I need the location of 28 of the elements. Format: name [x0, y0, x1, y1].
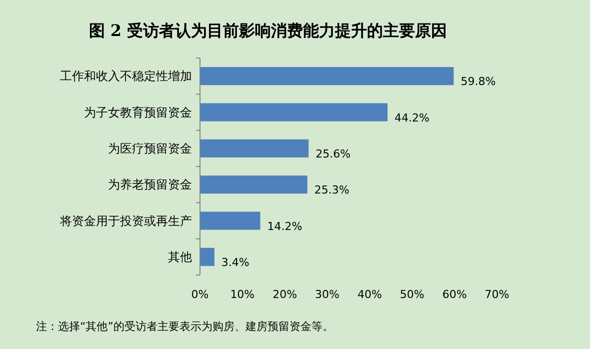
data-label: 3.4% [221, 256, 250, 269]
data-label: 44.2% [394, 111, 430, 124]
chart-title: 图 2 受访者认为目前影响消费能力提升的主要原因 [88, 21, 448, 40]
y-tick-label: 为子女教育预留资金 [84, 105, 192, 120]
bar [200, 176, 308, 194]
bar [200, 103, 388, 122]
bar [200, 248, 214, 266]
x-tick-label: 20% [272, 288, 298, 301]
text: 注：选择“其他”的受访者主要表示为购房、建房预留资金等。 [36, 320, 334, 333]
y-tick-label: 为养老预留资金 [108, 178, 192, 192]
x-tick-label: 30% [315, 288, 340, 301]
y-tick-label: 将资金用于投资或再生产 [59, 214, 192, 228]
x-tick-label: 50% [400, 288, 424, 301]
x-tick-label: 60% [442, 288, 467, 301]
x-tick-label: 0% [191, 288, 209, 301]
data-label: 25.3% [314, 184, 350, 197]
y-tick-label: 工作和收入不稳定性增加 [60, 69, 192, 84]
bar [200, 139, 309, 158]
x-tick-label: 40% [357, 288, 382, 301]
x-tick-label: 10% [230, 288, 255, 301]
y-tick-label: 其他 [168, 250, 192, 264]
data-label: 14.2% [267, 220, 302, 233]
data-label: 59.8% [460, 75, 496, 88]
bar [200, 212, 260, 230]
x-tick-label: 70% [484, 288, 510, 301]
bar [200, 67, 454, 86]
y-tick-label: 为医疗预留资金 [108, 141, 192, 156]
data-label: 25.6% [316, 147, 351, 160]
